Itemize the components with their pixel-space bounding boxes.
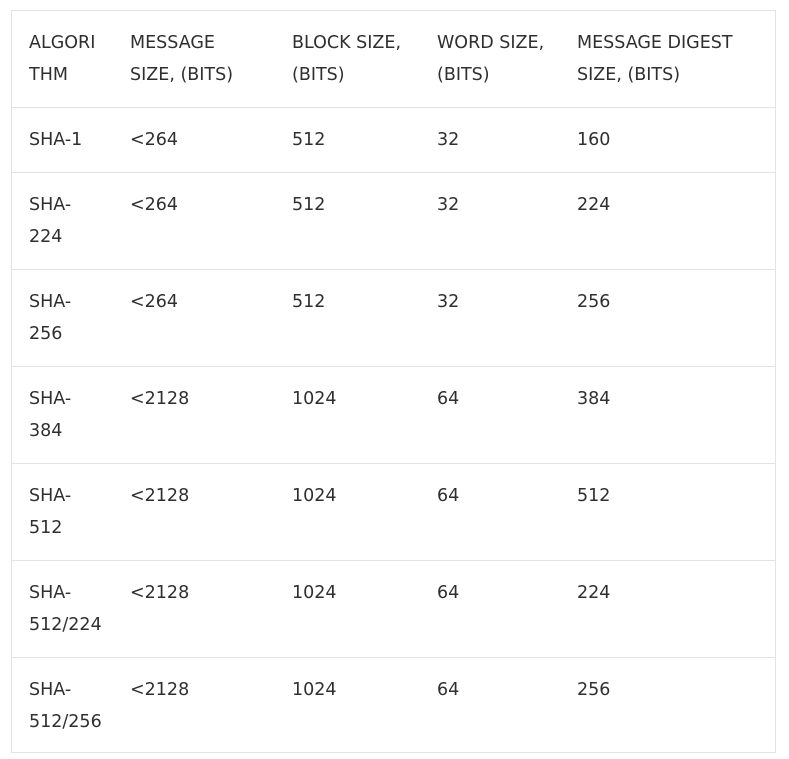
cell-message-size: <2128 bbox=[119, 560, 281, 658]
cell-message-size: <2128 bbox=[130, 680, 190, 700]
cell-word-size: 64 bbox=[437, 680, 460, 700]
sha-comparison-table: ALGORI THM MESSAGE SIZE, (BITS) BLOCK SI… bbox=[12, 11, 775, 754]
cell-algorithm: SHA- 512/256 bbox=[29, 680, 102, 732]
sha-comparison-table-container: ALGORI THM MESSAGE SIZE, (BITS) BLOCK SI… bbox=[11, 10, 776, 753]
table-row: SHA- 512/224 <2128 1024 64 224 bbox=[12, 560, 775, 658]
cell-message-size: <2128 bbox=[119, 463, 281, 561]
cell-block-size: 1024 bbox=[281, 366, 426, 464]
cell-word-size: 64 bbox=[426, 560, 566, 658]
cell-block-size: 1024 bbox=[281, 463, 426, 561]
header-digest-size: MESSAGE DIGEST SIZE, (BITS) bbox=[566, 11, 775, 108]
cell-algorithm: SHA-1 bbox=[12, 107, 119, 173]
cell-block-size: 512 bbox=[281, 269, 426, 367]
cell-word-size: 32 bbox=[426, 172, 566, 270]
cell-message-size: <264 bbox=[119, 107, 281, 173]
cell-word-size: 32 bbox=[426, 107, 566, 173]
header-algorithm: ALGORI THM bbox=[12, 11, 119, 108]
cell-message-size: <264 bbox=[119, 172, 281, 270]
cell-message-size: <2128 bbox=[119, 366, 281, 464]
cell-message-size: <264 bbox=[119, 269, 281, 367]
table-row: SHA- 512/256 <2128 1024 64 256 bbox=[12, 658, 775, 755]
cell-algorithm: SHA- 256 bbox=[12, 269, 119, 367]
cell-digest-size: 256 bbox=[566, 269, 775, 367]
header-block-size: BLOCK SIZE, (BITS) bbox=[281, 11, 426, 108]
cell-digest-size: 384 bbox=[566, 366, 775, 464]
cell-digest-size: 512 bbox=[566, 463, 775, 561]
header-word-size: WORD SIZE, (BITS) bbox=[426, 11, 566, 108]
cell-digest-size: 224 bbox=[566, 560, 775, 658]
table-row: SHA-1 <264 512 32 160 bbox=[12, 107, 775, 173]
cell-algorithm: SHA- 224 bbox=[12, 172, 119, 270]
cell-digest-size: 224 bbox=[566, 172, 775, 270]
cell-algorithm: SHA- 512/224 bbox=[12, 560, 119, 658]
table-row: SHA- 256 <264 512 32 256 bbox=[12, 269, 775, 367]
table-row: SHA- 384 <2128 1024 64 384 bbox=[12, 366, 775, 464]
cell-block-size: 512 bbox=[281, 107, 426, 173]
cell-digest-size: 256 bbox=[577, 680, 611, 700]
cell-block-size: 512 bbox=[281, 172, 426, 270]
cell-word-size: 32 bbox=[426, 269, 566, 367]
table-row: SHA- 512 <2128 1024 64 512 bbox=[12, 463, 775, 561]
cell-word-size: 64 bbox=[426, 366, 566, 464]
cell-word-size: 64 bbox=[426, 463, 566, 561]
cell-algorithm: SHA- 512 bbox=[12, 463, 119, 561]
header-message-size: MESSAGE SIZE, (BITS) bbox=[119, 11, 281, 108]
cell-block-size: 1024 bbox=[292, 680, 337, 700]
cell-algorithm: SHA- 384 bbox=[12, 366, 119, 464]
table-header-row: ALGORI THM MESSAGE SIZE, (BITS) BLOCK SI… bbox=[12, 11, 775, 108]
cell-block-size: 1024 bbox=[281, 560, 426, 658]
table-row: SHA- 224 <264 512 32 224 bbox=[12, 172, 775, 270]
cell-digest-size: 160 bbox=[566, 107, 775, 173]
